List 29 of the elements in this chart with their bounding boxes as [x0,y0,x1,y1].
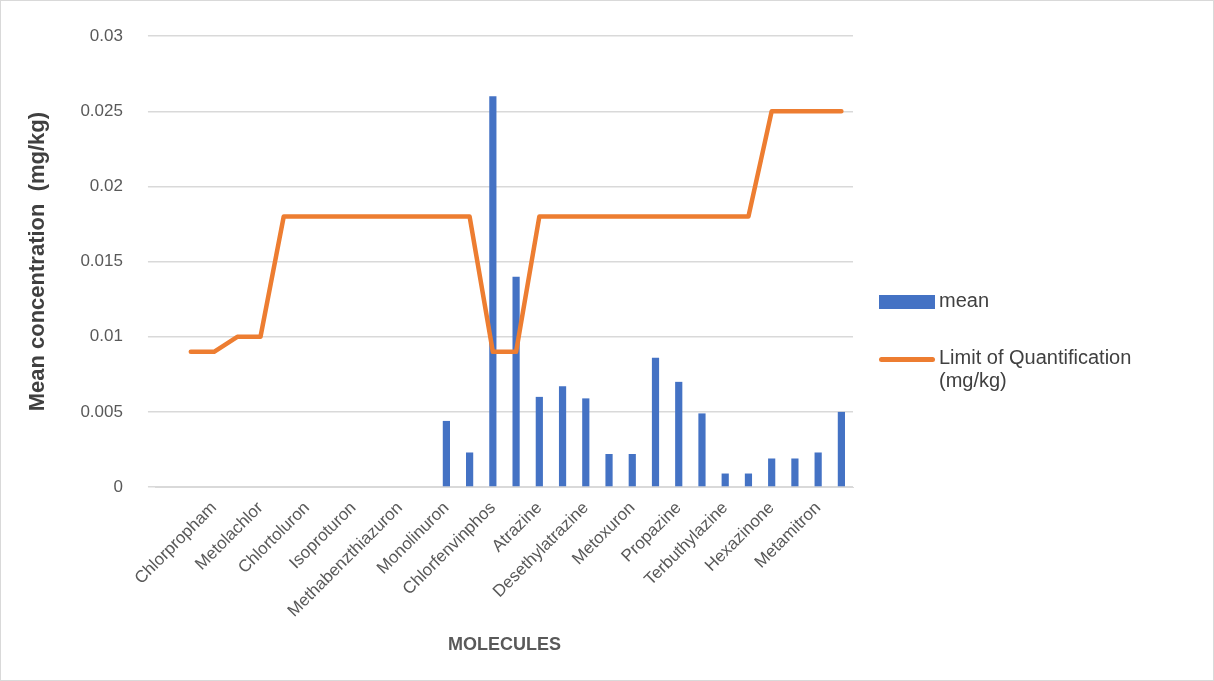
legend-label: mean [939,289,990,312]
bar [558,386,567,487]
x-axis-title: MOLECULES [447,634,561,655]
bar [442,420,450,487]
bar [791,458,799,487]
bar [721,473,729,487]
y-tick-label: 0.025 [80,101,123,121]
bar [768,458,776,487]
bar [535,396,543,487]
bar [628,453,636,487]
bar [675,381,683,487]
y-tick-label: 0.02 [89,176,123,196]
y-tick-label: 0.03 [89,25,123,45]
y-tick-label: 0.01 [89,326,123,346]
legend-label: Limit of Quantification (mg/kg) [939,346,1133,392]
y-tick-label: 0.005 [80,401,123,421]
bar [814,452,822,487]
bar [651,357,660,487]
y-tick-label: 0 [113,476,123,496]
bar [605,453,613,487]
bar [489,96,497,487]
y-axis-title: Mean concentration (mg/kg) [24,111,50,412]
bar [466,452,474,487]
bar [512,276,520,487]
bar [698,413,706,487]
bar [582,398,590,487]
bar [744,473,753,487]
y-tick-label: 0.015 [80,251,123,271]
bar [837,411,845,487]
